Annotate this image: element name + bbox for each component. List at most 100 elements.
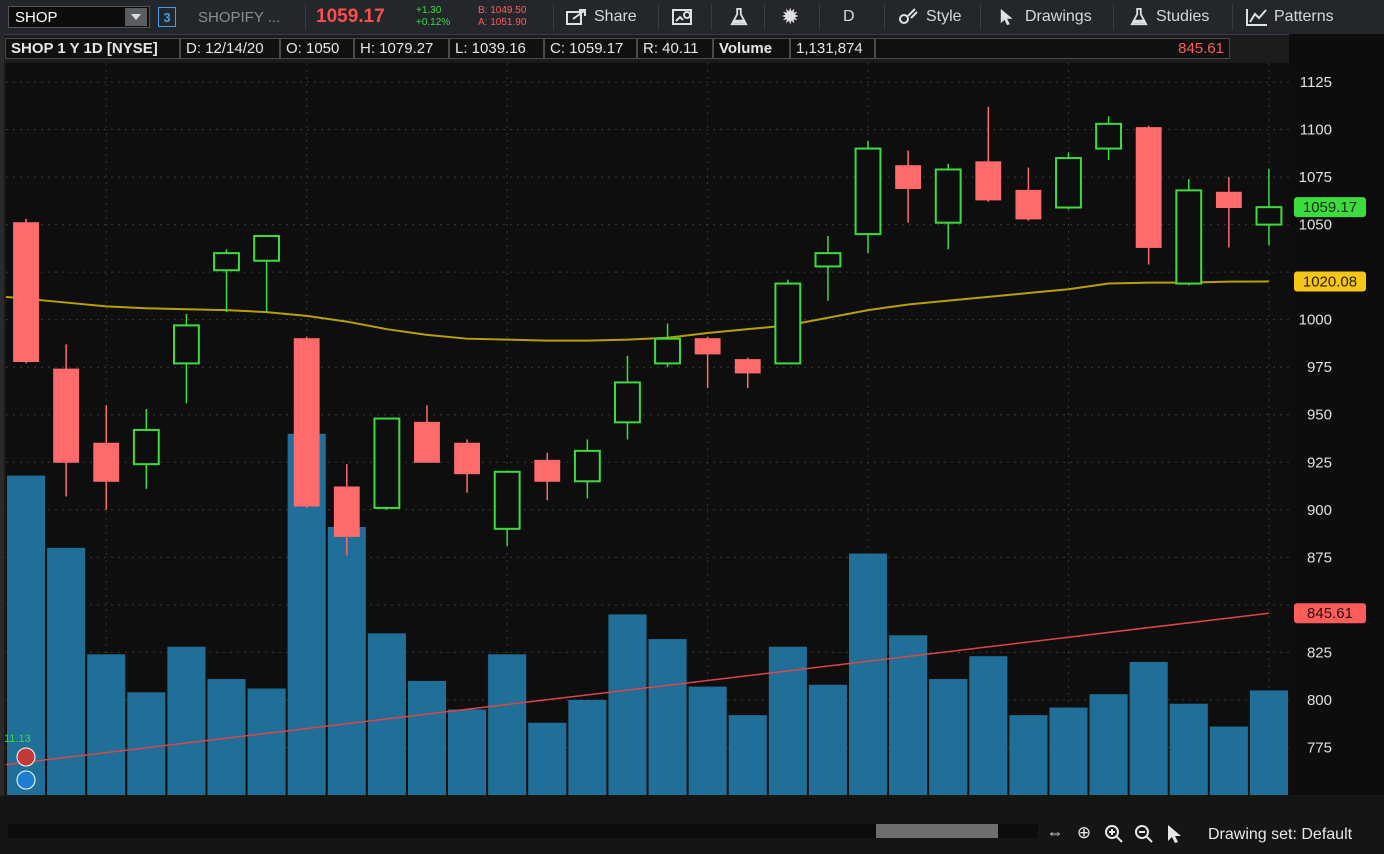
candle-body-down [13,222,39,363]
volume-bar [889,635,928,795]
link-group-badge[interactable]: 3 [158,7,176,27]
price-tag-text: 1059.17 [1303,199,1357,216]
price-tag [1294,271,1366,292]
candle-body-down [534,459,561,482]
candlesticks [13,106,1283,556]
volume-bar [167,646,206,795]
studies-button[interactable]: Studies [1128,0,1209,34]
candlestick [694,336,721,389]
chart-header: SHOP 1 Y 1D [NYSE] D: 12/14/20 O: 1050 H… [0,35,1384,61]
patterns-button[interactable]: Patterns [1246,0,1334,34]
volume-bar [407,680,447,795]
candle-body-down [93,442,120,482]
candle-body-up [934,168,962,224]
drawings-button[interactable]: Drawings [997,0,1092,34]
last-price: 1059.17 [316,6,385,27]
share-button[interactable]: Share [566,0,637,34]
candle-body-down [293,338,320,507]
moving-average-line [5,280,1269,342]
zoom-out-icon[interactable] [1134,824,1153,843]
candle-body-up [774,282,802,365]
scroll-track[interactable] [8,824,1038,838]
share-label: Share [594,8,637,25]
symbol-input[interactable]: SHOP [8,6,150,28]
candlestick [93,405,120,510]
trend-line [5,612,1270,766]
flask-icon [730,8,748,26]
style-button[interactable]: Style [898,0,962,34]
aggregation-label: D [843,8,855,25]
candlestick [172,313,200,404]
y-tick-label: 1075 [1299,169,1332,186]
candlestick [132,409,160,489]
volume-bar [848,553,888,795]
candlestick [1055,152,1082,210]
y-tick-label: 825 [1307,644,1332,661]
chart-canvas[interactable]: 775 800 825 875 900 925 950 975 1000 1050 1075 1100… [0,0,1384,796]
candle-body-up [1175,189,1203,285]
volume-bar [127,692,166,795]
candle-body-down [694,338,721,355]
candle-body-up [213,252,240,272]
crosshair-icon[interactable]: ⊕ [1076,823,1092,842]
pointer-icon[interactable] [1166,824,1184,843]
cursor-icon [1000,8,1013,26]
aggregation-button[interactable]: D [843,0,855,34]
candlestick [373,417,401,510]
candlestick [1175,178,1203,286]
moving-average [5,280,1269,342]
volume-bar [47,547,86,795]
volume-bar [247,688,286,795]
header-low: L: 1039.16 [449,38,544,59]
separator [305,4,306,30]
chart-settings-icon [672,9,692,25]
event-marker-icon [16,747,36,767]
symbol-dropdown-button[interactable] [125,8,147,26]
volume-bar [1169,703,1208,795]
chart-settings-button[interactable] [672,0,700,34]
price-tag [1294,197,1366,218]
header-high: H: 1079.27 [354,38,449,59]
drawings-label: Drawings [1025,8,1092,25]
volume-bar [1249,690,1288,795]
candlestick [454,439,481,493]
volume-bar [808,684,847,795]
patterns-icon [1246,9,1267,26]
y-tick-label: 775 [1307,739,1332,756]
settings-button[interactable]: ✹ [781,0,799,34]
volume-bar [1009,715,1048,795]
candle-body-up [373,417,401,509]
scroll-thumb[interactable] [876,824,998,838]
volume-value: 1,131,874 [790,38,875,59]
candle-body-up [614,381,641,424]
y-tick-label: 1050 [1299,217,1332,234]
volume-label: Volume [713,38,790,59]
candlestick [414,405,440,463]
separator [1113,4,1114,30]
volume-bar [929,679,968,795]
pan-icon[interactable]: ⇔ [1046,823,1064,842]
price-tags: 1059.17 1020.08 845.61 [1294,197,1366,624]
volume-bar [488,654,527,795]
ask-price: A: 1051.90 [478,17,527,28]
studies-flask-icon [1130,8,1148,26]
header-range: R: 40.11 [637,38,713,59]
volume-bar [688,686,727,795]
candle-body-up [573,449,601,483]
drawing-set-label[interactable]: Drawing set: Default [1208,826,1353,843]
volume-bar [448,709,487,795]
volume-bar [1089,694,1128,795]
volume-bar [87,654,126,795]
candlestick [1095,116,1123,160]
price-axis[interactable] [1289,34,1384,795]
separator [764,4,765,30]
flask-button[interactable] [728,0,756,34]
toolbar: SHOP 3 SHOPIFY ... 1059.17 +1.30 +0.12% … [0,0,1384,35]
candle-body-down [414,421,440,463]
candle-body-up [654,337,681,365]
company-name: SHOPIFY ... [198,8,281,26]
candlestick [895,150,922,223]
zoom-in-icon[interactable] [1104,824,1123,843]
y-tick-label: 875 [1307,549,1332,566]
volume-bars [7,433,1288,795]
